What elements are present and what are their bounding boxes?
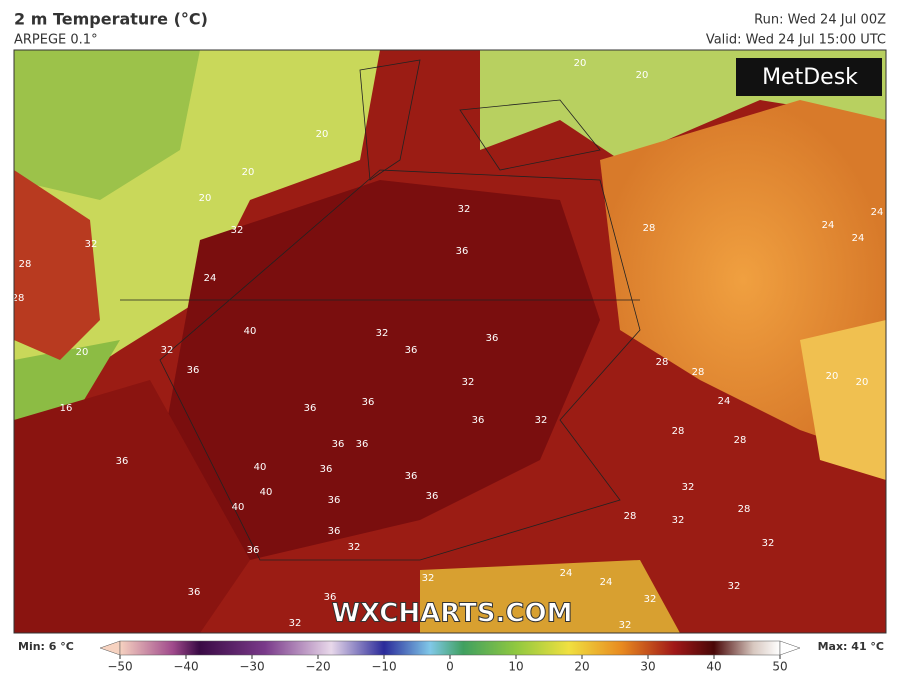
- map-frame: [13, 49, 887, 634]
- contour-label: 32: [462, 377, 475, 388]
- contour-label: 24: [822, 220, 835, 231]
- colorbar-tick-label: 20: [574, 660, 589, 674]
- contour-label: 20: [856, 377, 869, 388]
- colorbar-tick-label: 30: [640, 660, 655, 674]
- colorbar-tick-label: −10: [371, 660, 396, 674]
- colorbar-tick-label: −40: [173, 660, 198, 674]
- colorbar-min-arrow: [99, 640, 121, 656]
- england: [14, 170, 100, 360]
- run-time: Run: Wed 24 Jul 00Z: [754, 13, 886, 28]
- contour-label: 36: [356, 439, 369, 450]
- contour-label: 24: [560, 568, 573, 579]
- contour-label: 28: [19, 259, 32, 270]
- model: ARPEGE 0.1°: [14, 33, 98, 48]
- contour-label: 36: [426, 491, 439, 502]
- contour-label: 40: [260, 487, 273, 498]
- contour-label: 20: [316, 129, 329, 140]
- france: [14, 380, 250, 633]
- colorbar-tick-label: −20: [305, 660, 330, 674]
- contour-label: 32: [289, 618, 302, 629]
- contour-label: 32: [458, 204, 471, 215]
- contour-label: 36: [472, 415, 485, 426]
- contour-label: 24: [852, 233, 865, 244]
- contour-label: 24: [718, 396, 731, 407]
- contour-label: 36: [188, 587, 201, 598]
- alps: [420, 560, 680, 633]
- contour-label: 32: [85, 239, 98, 250]
- contour-label: 36: [328, 526, 341, 537]
- colorbar-tick-label: 0: [446, 660, 454, 674]
- contour-label: 36: [362, 397, 375, 408]
- east-mild: [800, 320, 886, 480]
- contour-label: 36: [247, 545, 260, 556]
- contour-label: 36: [456, 246, 469, 257]
- contour-label: 24: [600, 577, 613, 588]
- contour-label: 20: [574, 58, 587, 69]
- contour-label: 28: [672, 426, 685, 437]
- title: 2 m Temperature (°C): [14, 10, 208, 29]
- borders: [120, 59, 641, 561]
- contour-label: 28: [738, 504, 751, 515]
- contour-label: 20: [636, 70, 649, 81]
- hot-core: [160, 180, 600, 560]
- contour-label: 20: [76, 347, 89, 358]
- colorbar-tick-label: −50: [107, 660, 132, 674]
- contour-label: 20: [826, 371, 839, 382]
- valid-time: Valid: Wed 24 Jul 15:00 UTC: [706, 33, 886, 48]
- contour-label: 32: [535, 415, 548, 426]
- map: 20 20 20 20 20 32 32 28 28 24 32 36 28 24 24 24 40 32 36 36…: [12, 50, 886, 633]
- colorbar-max-arrow: [779, 640, 801, 656]
- contour-label: 16: [60, 403, 73, 414]
- min-label: Min: 6 °C: [18, 640, 74, 653]
- contour-label: 28: [692, 367, 705, 378]
- contour-label: 36: [320, 464, 333, 475]
- contour-label: 36: [187, 365, 200, 376]
- watermark: WXCHARTS.COM: [331, 599, 572, 629]
- contour-label: 32: [348, 542, 361, 553]
- contour-label: 40: [232, 502, 245, 513]
- max-label: Max: 41 °C: [818, 640, 884, 653]
- contour-label: 28: [12, 293, 25, 304]
- contour-label: 32: [161, 345, 174, 356]
- logo-box: [736, 58, 882, 96]
- contour-label: 36: [405, 345, 418, 356]
- contour-label: 32: [644, 594, 657, 605]
- contour-label: 28: [656, 357, 669, 368]
- contour-label: 36: [116, 456, 129, 467]
- contour-label: 32: [231, 225, 244, 236]
- contour-label: 32: [682, 482, 695, 493]
- contour-label: 24: [871, 207, 884, 218]
- contour-label: 24: [204, 273, 217, 284]
- sea-cool: [14, 50, 200, 200]
- contour-label: 36: [332, 439, 345, 450]
- contour-label: 36: [304, 403, 317, 414]
- contour-label: 36: [486, 333, 499, 344]
- contour-label: 32: [619, 620, 632, 631]
- contour-label: 20: [199, 193, 212, 204]
- colorbar-tick-label: 40: [706, 660, 721, 674]
- contour-labels: 20 20 20 20 20 32 32 28 28 24 32 36 28 24 24 24 40 32 36 36…: [12, 58, 884, 631]
- colorbar-tick-label: 50: [772, 660, 787, 674]
- contour-label: 32: [672, 515, 685, 526]
- contour-label: 36: [324, 592, 337, 603]
- contour-label: 40: [254, 462, 267, 473]
- contour-label: 36: [405, 471, 418, 482]
- contour-label: 28: [643, 223, 656, 234]
- colorbar-ticks: −50 −40 −30 −20 −10 0 10 20 30 40 50: [107, 655, 788, 674]
- contour-label: 40: [244, 326, 257, 337]
- colorbar-tick-label: −30: [239, 660, 264, 674]
- colorbar-tick-label: 10: [508, 660, 523, 674]
- contour-label: 32: [728, 581, 741, 592]
- contour-label: 32: [762, 538, 775, 549]
- contour-label: 32: [422, 573, 435, 584]
- contour-label: 28: [624, 511, 637, 522]
- contour-label: 36: [328, 495, 341, 506]
- contour-label: 32: [376, 328, 389, 339]
- contour-label: 20: [242, 167, 255, 178]
- colorbar: [119, 640, 781, 656]
- contour-label: 28: [734, 435, 747, 446]
- logo: MetDesk: [762, 65, 858, 90]
